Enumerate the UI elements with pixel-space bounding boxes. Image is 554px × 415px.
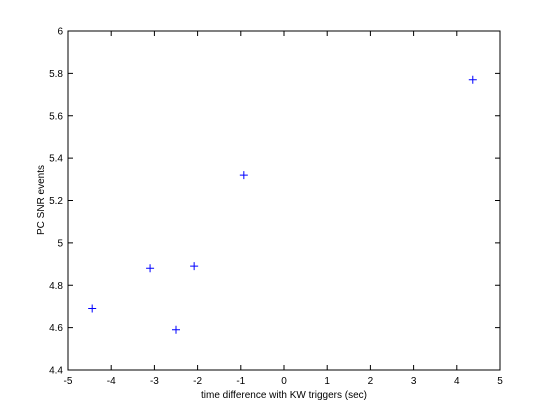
- y-tick-label: 4.6: [49, 323, 63, 334]
- x-tick-label: -4: [107, 376, 116, 387]
- x-axis-label: time difference with KW triggers (sec): [201, 390, 367, 401]
- x-tick-label: 0: [281, 376, 287, 387]
- y-tick-label: 5.4: [49, 154, 63, 165]
- x-tick-label: 4: [454, 376, 460, 387]
- point: [88, 304, 97, 313]
- y-axis-label: PC SNR events: [36, 165, 47, 235]
- y-tick-label: 6: [57, 27, 63, 38]
- y-tick-label: 4.4: [49, 366, 63, 377]
- x-tick-label: -5: [64, 376, 73, 387]
- y-tick-label: 4.8: [49, 281, 63, 292]
- y-tick-label: 5.6: [49, 111, 63, 122]
- x-tick-label: 3: [411, 376, 417, 387]
- point: [190, 262, 199, 271]
- y-tick-label: 5.2: [49, 196, 63, 207]
- x-tick-label: 1: [324, 376, 330, 387]
- y-tick-label: 5.8: [49, 69, 63, 80]
- point: [239, 171, 248, 180]
- axes-box: [67, 30, 501, 371]
- x-tick-label: -3: [150, 376, 159, 387]
- x-tick-label: -2: [193, 376, 202, 387]
- x-tick-label: -1: [236, 376, 245, 387]
- point: [146, 264, 155, 273]
- point: [468, 75, 477, 84]
- y-tick-label: 5: [57, 238, 63, 249]
- x-tick-label: 2: [368, 376, 374, 387]
- point: [172, 325, 180, 334]
- x-tick-label: 5: [497, 376, 503, 387]
